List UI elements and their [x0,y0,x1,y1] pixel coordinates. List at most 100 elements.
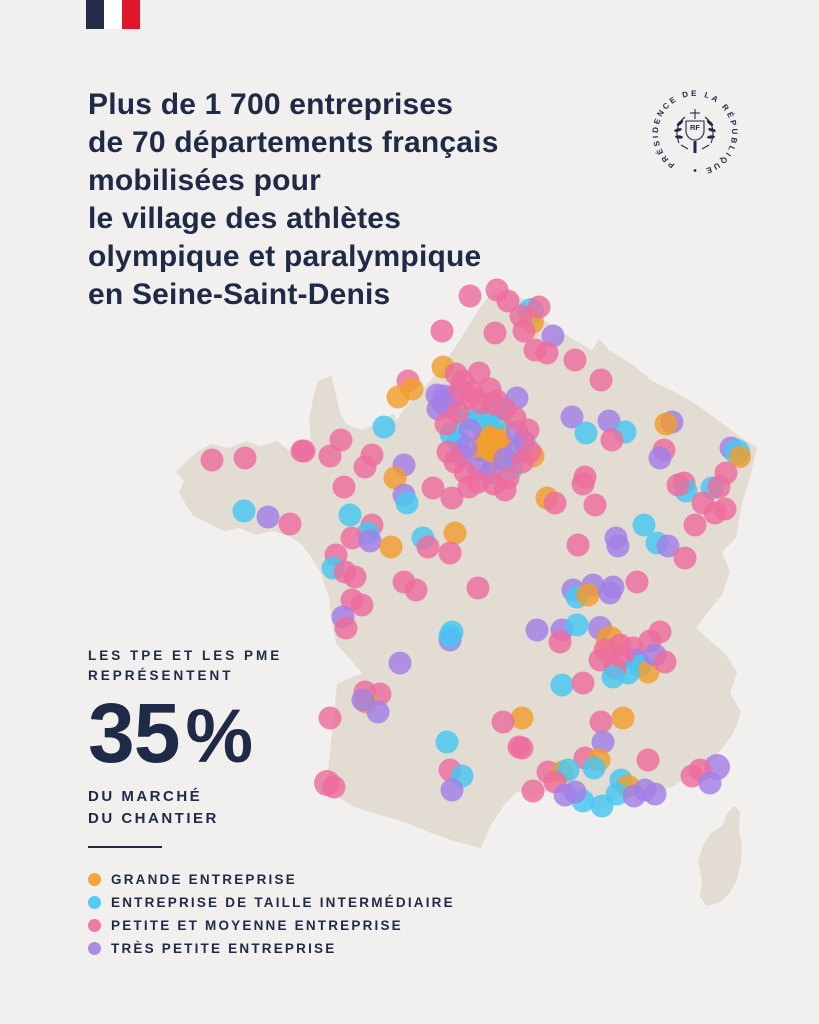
company-dot-eti [338,503,362,527]
company-dot-pme [353,455,377,479]
legend-dot-eti [88,896,101,909]
company-dot-ge [379,535,403,559]
company-dot-tpe [643,782,667,806]
company-dot-tpe [597,409,621,433]
company-dot-tpe [698,771,722,795]
presidence-seal: PRÉSIDENCE DE LA RÉPUBLIQUE RF [651,89,737,176]
company-dot-pme [200,448,224,472]
corsica-outline [698,806,742,906]
company-dot-pme [329,428,353,452]
company-dot-tpe [458,418,482,442]
company-dot-tpe [656,534,680,558]
company-dot-pme [648,620,672,644]
company-dot-pme [566,533,590,557]
company-dot-pme [322,775,346,799]
company-dot-pme [340,526,364,550]
stat-intro-line: LES TPE ET LES PME [88,648,283,663]
title-line: Plus de 1 700 entreprises [88,88,454,121]
company-dot-tpe [493,447,517,471]
company-dot-pme [583,493,607,517]
company-dot-pme [543,491,567,515]
stat-percent-sign: % [185,694,253,779]
french-flag [86,0,140,29]
stat-value: 35% [88,691,455,779]
company-dot-pme [496,289,520,313]
company-dot-tpe [525,618,549,642]
company-dot-pme [527,295,551,319]
company-dot-eti [438,624,462,648]
legend-dot-ge [88,873,101,886]
legend-item-pme: PETITE ET MOYENNE ENTREPRISE [88,914,455,937]
company-dot-ge [611,706,635,730]
seal-rf-monogram: RF [690,123,700,132]
legend-label: PETITE ET MOYENNE ENTREPRISE [111,918,403,933]
company-dot-pme [457,475,481,499]
company-dot-pme [707,475,731,499]
divider-line [88,846,162,848]
company-dot-eti [435,730,459,754]
company-dot-pme [571,671,595,695]
title-line: mobilisées pour [88,164,322,197]
company-dot-tpe [440,778,464,802]
company-dot-pme [600,428,624,452]
company-dot-pme [535,341,559,365]
stat-number: 35 [88,686,180,780]
title-line: en Seine-Saint-Denis [88,278,391,311]
company-dot-eti [550,673,574,697]
company-dot-pme [516,418,540,442]
company-dot-pme [571,472,595,496]
company-dot-ge [729,446,751,468]
company-dot-ge [654,412,678,436]
stat-intro-line: REPRÉSENTENT [88,668,234,683]
company-dot-pme [493,478,517,502]
company-dot-pme [653,650,677,674]
company-dot-pme [440,486,464,510]
company-dot-tpe [388,651,412,675]
company-dot-ge [576,583,600,607]
company-dot-pme [510,450,534,474]
company-dot-tpe [256,505,280,529]
company-dot-pme [703,501,727,525]
company-dot-pme [563,348,587,372]
company-dot-pme [483,321,507,345]
company-dot-tpe [560,405,584,429]
flag-stripe-red [122,0,140,29]
company-dot-pme [436,440,460,464]
company-dots-layer [200,278,751,818]
company-dot-pme [278,512,302,536]
company-dot-pme [521,779,545,803]
company-dot-pme [332,475,356,499]
stat-caption-line: DU MARCHÉ [88,788,203,805]
company-dot-pme [438,541,462,565]
company-dot-ge [386,385,410,409]
company-dot-eti [574,421,598,445]
company-dot-pme [318,444,342,468]
company-dot-tpe [366,700,390,724]
company-dot-eti [232,499,256,523]
company-dot-pme [466,576,490,600]
company-dot-pme [421,476,445,500]
company-dot-tpe [606,534,630,558]
flag-stripe-blue [86,0,104,29]
title-line: olympique et paralympique [88,240,482,273]
company-dot-pme [589,368,613,392]
company-dot-pme [318,706,342,730]
legend-dot-tpe [88,942,101,955]
company-dot-pme [446,400,470,424]
company-dot-pme [458,284,482,308]
company-dot-eti [395,491,419,515]
company-dot-pme [636,748,660,772]
legend-item-tpe: TRÈS PETITE ENTREPRISE [88,937,455,960]
company-dot-pme [343,565,367,589]
title-line: de 70 départements français [88,126,499,159]
company-dot-pme [290,439,314,463]
company-dot-pme [625,570,649,594]
company-dot-pme [512,319,536,343]
company-dot-pme [588,648,612,672]
seal-emblem [674,109,716,153]
company-dot-eti [582,756,606,780]
legend-item-grande-entreprise: GRANDE ENTREPRISE [88,868,455,891]
company-dot-eti [601,665,625,689]
